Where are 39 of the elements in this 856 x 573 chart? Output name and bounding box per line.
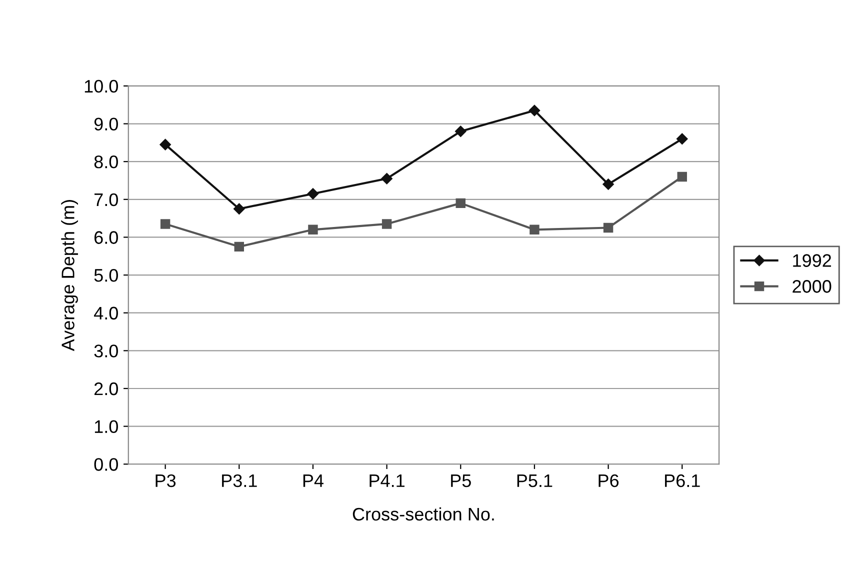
y-tick-label: 10.0: [84, 80, 118, 93]
point: [602, 178, 614, 190]
x-tick-label: P6: [598, 474, 619, 488]
x-tick-label: P6.1: [665, 474, 700, 488]
point: [308, 224, 318, 235]
point: [160, 219, 170, 229]
legend-label: 1992: [793, 254, 832, 267]
point: [530, 224, 540, 235]
y-tick-label: 7.0: [94, 193, 118, 206]
y-tick-label: 5.0: [94, 268, 118, 282]
point: [676, 133, 688, 144]
y-tick-label: 8.0: [94, 156, 118, 168]
point: [234, 242, 244, 252]
x-tick-label: P3.1: [222, 474, 257, 488]
point: [234, 203, 245, 214]
y-tick-label: 6.0: [94, 231, 118, 244]
x-tick-label: P3: [156, 474, 176, 488]
point: [307, 188, 319, 200]
y-tick-label: 2.0: [94, 382, 118, 396]
point: [160, 138, 171, 150]
point: [382, 219, 392, 229]
y-tick-label: 4.0: [94, 306, 118, 320]
y-tick-label: 1.0: [94, 420, 118, 434]
y-axis-title: Average Depth (m): [61, 200, 78, 352]
point: [455, 126, 466, 137]
y-tick-label: 0.0: [94, 458, 118, 471]
y-tick-label: 3.0: [94, 344, 118, 358]
point: [603, 222, 614, 233]
x-tick-label: P5.1: [517, 474, 552, 488]
x-axis-title: Cross-section No.: [352, 507, 494, 521]
point: [381, 173, 392, 184]
y-tick-label: 9.0: [94, 118, 118, 130]
point: [677, 172, 687, 182]
x-tick-label: P4: [303, 474, 324, 487]
point: [528, 104, 540, 116]
legend-label: 2000: [792, 280, 832, 293]
x-tick-label: P4.1: [370, 474, 404, 487]
point: [456, 198, 466, 208]
x-tick-label: P5: [451, 474, 471, 488]
